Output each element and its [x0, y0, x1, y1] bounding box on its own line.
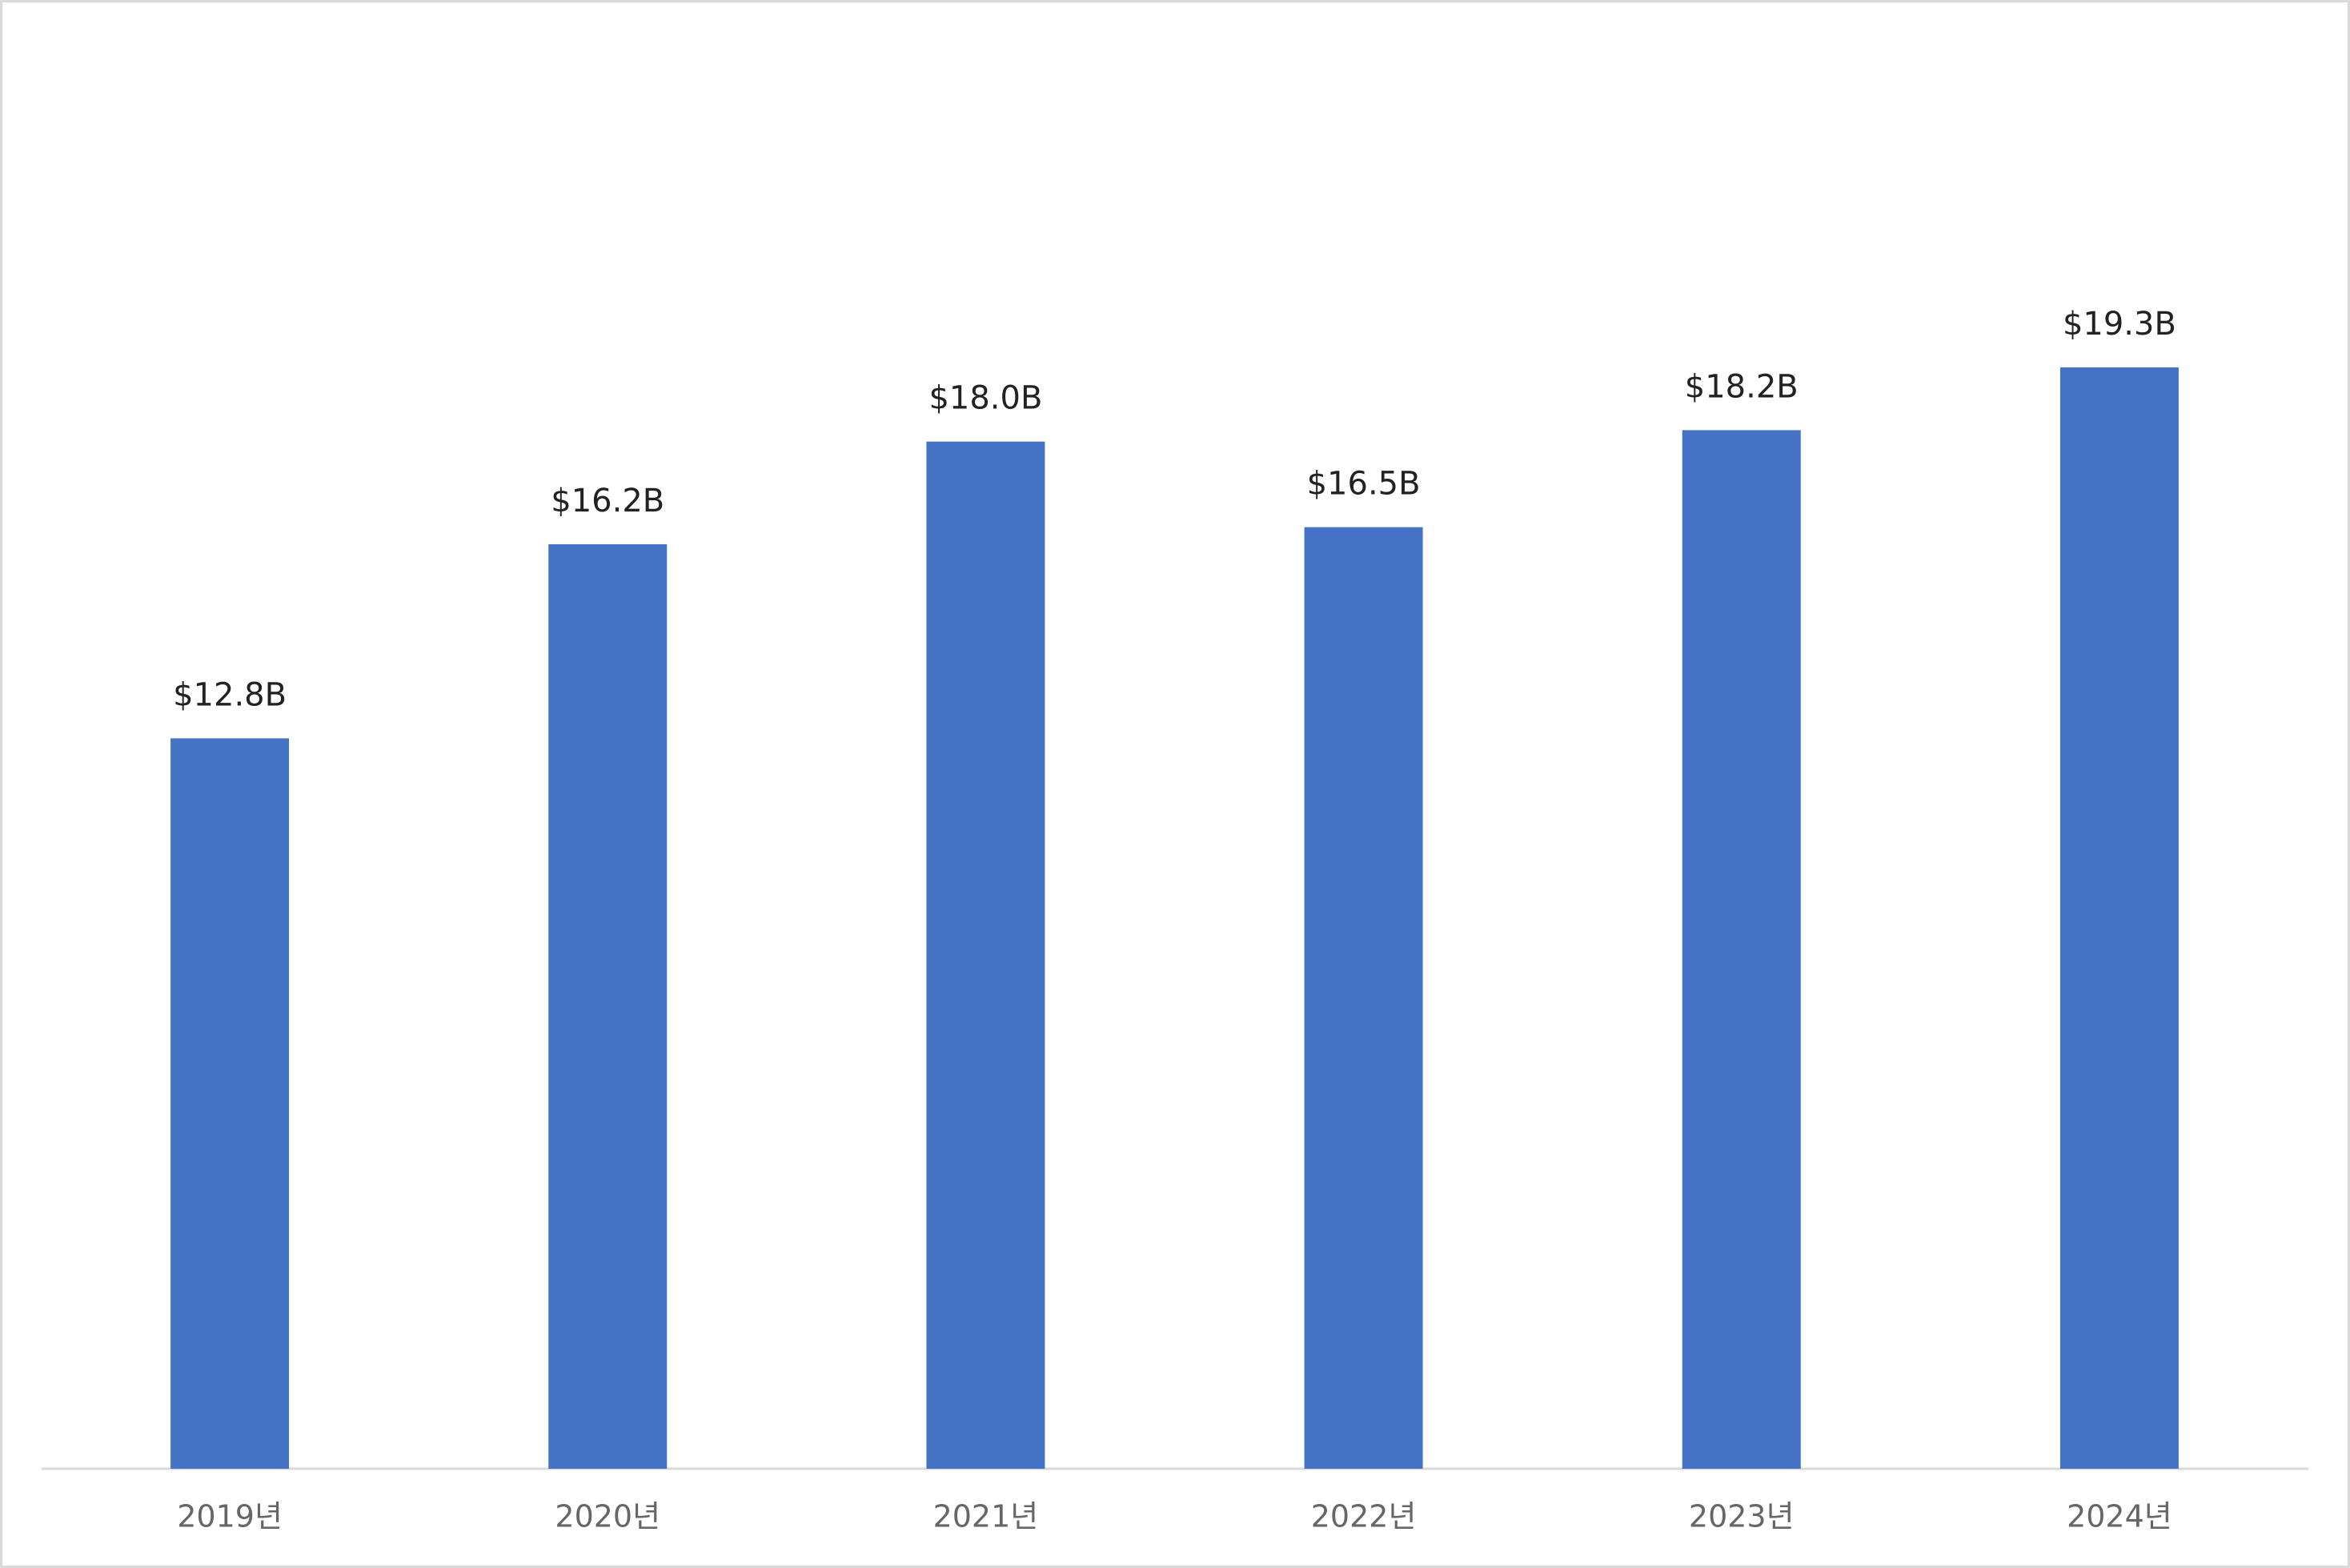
x-tick-label: 2020년 [555, 1499, 660, 1534]
bar [926, 441, 1045, 1469]
bar [548, 544, 668, 1469]
data-label: $18.0B [928, 380, 1042, 417]
x-tick-label: 2019년 [177, 1499, 283, 1534]
data-label: $18.2B [1685, 368, 1799, 405]
bar [170, 738, 290, 1469]
data-label: $16.5B [1307, 466, 1421, 503]
data-label: $19.3B [2063, 306, 2176, 343]
x-tick-label: 2023년 [1689, 1499, 1795, 1534]
bar [1304, 527, 1423, 1469]
data-label: $12.8B [173, 676, 287, 713]
x-tick-label: 2024년 [2067, 1499, 2172, 1534]
bar [1682, 430, 1801, 1470]
data-label: $16.2B [551, 483, 664, 519]
x-tick-label: 2021년 [933, 1499, 1039, 1534]
bar [2059, 367, 2179, 1469]
x-tick-label: 2022년 [1311, 1499, 1417, 1534]
